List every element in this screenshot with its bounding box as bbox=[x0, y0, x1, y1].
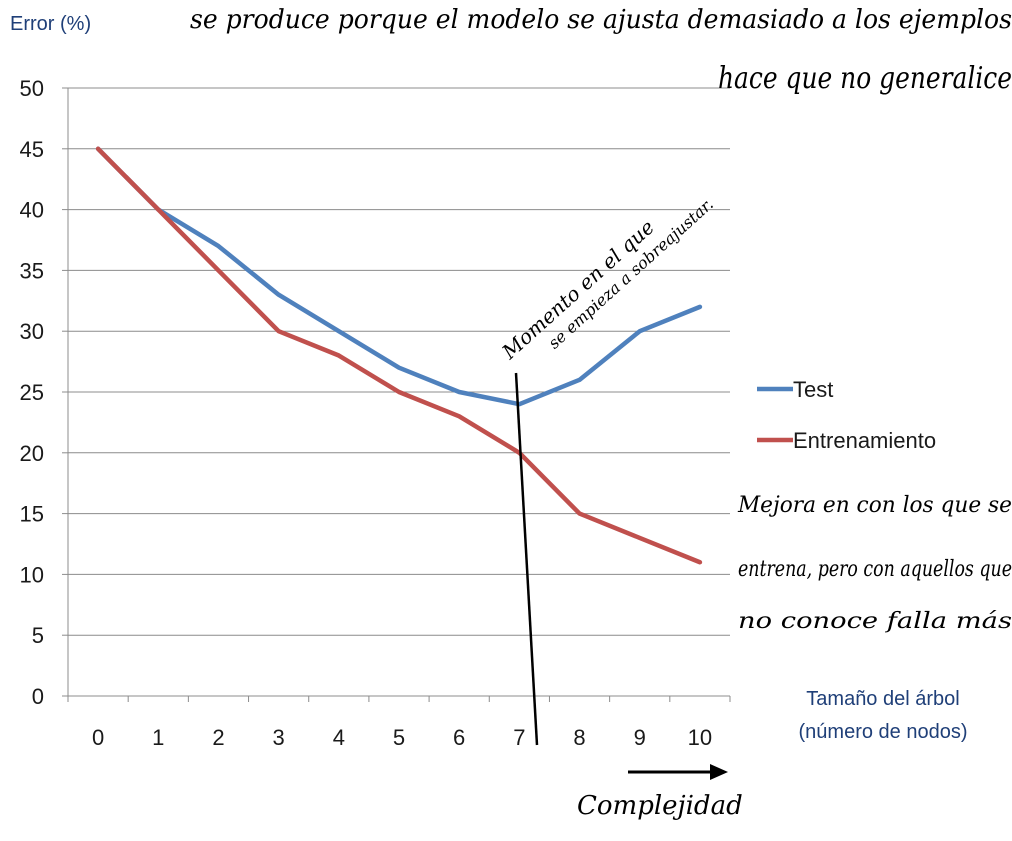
handwritten-note-right-line3: no conoce falla más bbox=[738, 609, 1012, 634]
x-tick-label: 1 bbox=[152, 725, 164, 750]
y-tick-label: 45 bbox=[20, 137, 44, 162]
x-tick-label: 6 bbox=[453, 725, 465, 750]
x-tick-label: 7 bbox=[513, 725, 525, 750]
handwritten-note-diagonal: Momento en el que se empieza a sobreajus… bbox=[497, 195, 717, 365]
handwritten-note-top-line2: hace que no generalice bbox=[718, 61, 1012, 96]
y-tick-label: 35 bbox=[20, 258, 44, 283]
y-tick-label: 30 bbox=[20, 319, 44, 344]
legend-label-test: Test bbox=[793, 377, 833, 402]
axes bbox=[62, 87, 731, 702]
x-tick-label: 4 bbox=[333, 725, 345, 750]
x-tick-label: 8 bbox=[573, 725, 585, 750]
legend: Test Entrenamiento bbox=[757, 377, 936, 453]
y-tick-label: 50 bbox=[20, 76, 44, 101]
y-tick-label: 5 bbox=[32, 623, 44, 648]
gridlines bbox=[68, 87, 730, 636]
handwritten-note-diagonal-line1: Momento en el que bbox=[497, 215, 659, 365]
x-axis-label-line1: Tamaño del árbol bbox=[806, 688, 959, 710]
series-lines bbox=[95, 146, 703, 565]
x-tick-label: 10 bbox=[688, 725, 712, 750]
y-tick-label: 15 bbox=[20, 502, 44, 527]
y-tick-label: 40 bbox=[20, 198, 44, 223]
y-tick-label: 10 bbox=[20, 562, 44, 587]
complexity-arrow-head bbox=[710, 764, 728, 780]
overfitting-marker-line bbox=[514, 372, 539, 746]
handwritten-note-top-line1: se produce porque el modelo se ajusta de… bbox=[190, 5, 1012, 35]
handwritten-note-right-line2: entrena, pero con aquellos que bbox=[738, 557, 1012, 582]
y-tick-label: 0 bbox=[32, 684, 44, 709]
handwritten-note-diagonal-line2: se empieza a sobreajustar. bbox=[544, 195, 717, 353]
complexity-label: Complejidad bbox=[577, 791, 743, 821]
x-tick-label: 5 bbox=[393, 725, 405, 750]
x-tick-label: 3 bbox=[273, 725, 285, 750]
x-tick-label: 2 bbox=[212, 725, 224, 750]
handwritten-note-right-line1: Mejora en con los que se bbox=[737, 493, 1012, 518]
y-axis-label: Error (%) bbox=[10, 13, 91, 35]
x-tick-label: 0 bbox=[92, 725, 104, 750]
y-tick-label: 20 bbox=[20, 441, 44, 466]
x-tick-label: 9 bbox=[634, 725, 646, 750]
y-tick-label: 25 bbox=[20, 380, 44, 405]
legend-label-entrenamiento: Entrenamiento bbox=[793, 428, 936, 453]
x-axis-label-line2: (número de nodos) bbox=[799, 721, 968, 743]
